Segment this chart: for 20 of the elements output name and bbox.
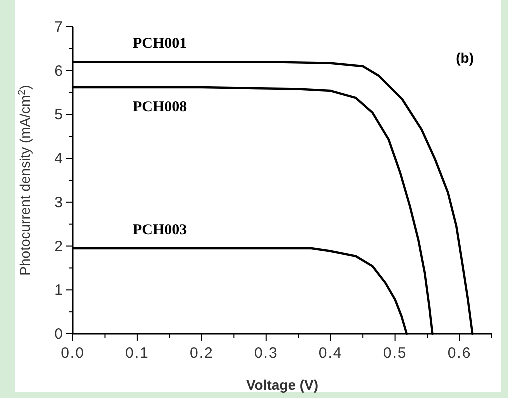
x-tick-label: 0.2 bbox=[190, 345, 214, 362]
y-tick-label: 3 bbox=[54, 194, 63, 212]
series-label: PCH008 bbox=[133, 100, 188, 116]
x-tick-label: 0.4 bbox=[318, 345, 343, 362]
y-tick-label: 2 bbox=[54, 238, 63, 256]
y-tick-label: 1 bbox=[54, 282, 63, 300]
x-axis-title: Voltage (V) bbox=[246, 377, 319, 393]
annotation: (b) bbox=[456, 50, 474, 66]
x-tick-label: 0.3 bbox=[254, 345, 278, 362]
series-label: PCH003 bbox=[133, 222, 188, 238]
x-tick-label: 0.5 bbox=[383, 345, 408, 362]
x-tick-label: 0.1 bbox=[126, 345, 150, 362]
y-tick-label: 5 bbox=[54, 106, 63, 124]
x-tick-label: 0.6 bbox=[448, 345, 472, 362]
series-label: PCH001 bbox=[133, 36, 188, 52]
y-tick-label: 7 bbox=[54, 19, 63, 36]
y-tick-label: 4 bbox=[54, 150, 63, 168]
y-tick-label: 6 bbox=[54, 62, 63, 80]
x-tick-label: 0.0 bbox=[61, 345, 85, 362]
y-tick-label: 0 bbox=[54, 326, 63, 343]
